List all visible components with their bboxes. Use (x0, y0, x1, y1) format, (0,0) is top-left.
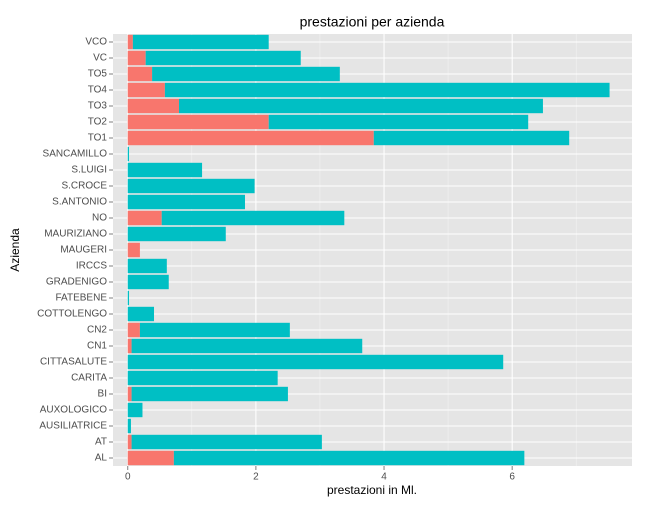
y-tick-label: IRCCS (76, 261, 107, 272)
y-tick-label: TO5 (88, 69, 108, 80)
chart-title: prestazioni per azienda (300, 14, 445, 30)
bar (178, 98, 543, 114)
bar (127, 290, 130, 306)
y-tick-label: VCO (85, 37, 107, 48)
bar (127, 130, 374, 146)
bar (127, 178, 255, 194)
y-tick-label: CN2 (87, 325, 107, 336)
y-axis-label: Azienda (8, 228, 22, 272)
bar (131, 338, 363, 354)
x-tick-label: 6 (509, 472, 515, 483)
y-tick-label: CARITA (71, 373, 107, 384)
y-tick-label: AT (95, 437, 107, 448)
bar (152, 66, 340, 82)
bar (145, 50, 301, 66)
bar (127, 210, 162, 226)
y-tick-label: TO1 (88, 133, 108, 144)
bar (127, 114, 269, 130)
y-tick-label: AUSILIATRICE (39, 421, 107, 432)
y-tick-label: COTTOLENGO (37, 309, 107, 320)
bar (127, 450, 174, 466)
y-tick-label: TO4 (88, 85, 108, 96)
bar (132, 34, 269, 50)
bar (127, 146, 130, 162)
y-tick-label: TO3 (88, 101, 108, 112)
y-tick-label: SANCAMILLO (43, 149, 108, 160)
y-tick-label: VC (93, 53, 107, 64)
bar (127, 386, 132, 402)
bar (127, 274, 169, 290)
bar (173, 450, 525, 466)
x-tick-label: 0 (125, 472, 131, 483)
y-tick-label: NO (92, 213, 107, 224)
y-tick-label: CN1 (87, 341, 107, 352)
bar (127, 338, 132, 354)
bar (127, 194, 245, 210)
bar (139, 322, 290, 338)
bar (127, 434, 132, 450)
bar (127, 50, 146, 66)
bar (127, 418, 131, 434)
bar (127, 402, 143, 418)
y-tick-label: BI (98, 389, 107, 400)
x-tick-label: 4 (381, 472, 387, 483)
bar (164, 82, 610, 98)
y-tick-label: S.LUIGI (71, 165, 107, 176)
bar (127, 242, 140, 258)
bar (127, 354, 504, 370)
bar (131, 434, 322, 450)
bar (161, 210, 345, 226)
bar (127, 322, 140, 338)
bar (268, 114, 529, 130)
y-tick-label: S.ANTONIO (52, 197, 107, 208)
bar (127, 226, 226, 242)
y-tick-label: AUXOLOGICO (40, 405, 107, 416)
y-tick-label: CITTASALUTE (40, 357, 107, 368)
bar (127, 66, 153, 82)
y-tick-label: AL (95, 453, 108, 464)
y-tick-label: MAURIZIANO (44, 229, 107, 240)
bar (127, 82, 165, 98)
y-tick-label: GRADENIGO (46, 277, 107, 288)
bar (127, 306, 155, 322)
bar (373, 130, 570, 146)
bar (131, 386, 288, 402)
y-tick-label: MAUGERI (60, 245, 107, 256)
bar (127, 162, 203, 178)
bar (127, 370, 278, 386)
y-tick-label: TO2 (88, 117, 108, 128)
y-tick-label: FATEBENE (56, 293, 108, 304)
bar (127, 258, 167, 274)
x-tick-label: 2 (253, 472, 259, 483)
x-axis-label: prestazioni in Ml. (327, 483, 417, 497)
y-tick-label: S.CROCE (61, 181, 107, 192)
bar (127, 34, 133, 50)
bar (127, 98, 179, 114)
